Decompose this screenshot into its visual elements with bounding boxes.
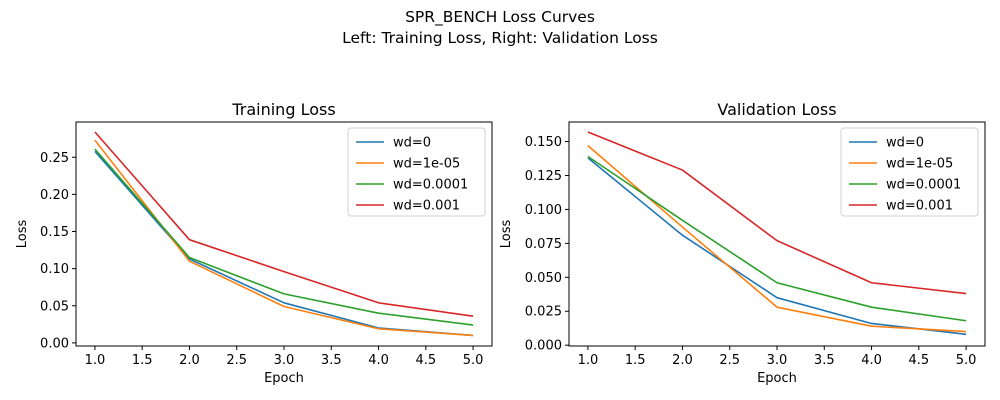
validation-legend-label-2: wd=0.0001	[886, 178, 961, 193]
validation-y-tick-label: 0.025	[525, 305, 562, 320]
training-x-tick-label: 2.0	[179, 353, 200, 368]
validation-chart-title: Validation Loss	[717, 100, 836, 119]
training-x-tick-label: 4.0	[368, 353, 389, 368]
validation-x-axis-label: Epoch	[757, 371, 797, 386]
training-x-axis-label: Epoch	[264, 371, 304, 386]
training-loss-chart: Training Loss 1.0 1.5 2.0 2.5 3.0 3.5 4.0 4.5 5.0…	[15, 100, 493, 386]
validation-loss-chart: Validation Loss 1.0 1.5 2.0 2.5 3.0 3.5 4.0 4.5 5…	[499, 100, 986, 386]
validation-legend: wd=0 wd=1e-05 wd=0.0001 wd=0.001	[840, 127, 979, 217]
suptitle-line-1: SPR_BENCH Loss Curves	[405, 8, 595, 27]
training-y-tick-label: 0.20	[40, 188, 69, 203]
validation-legend-label-0: wd=0	[886, 136, 924, 151]
validation-y-tick-label: 0.000	[525, 339, 562, 354]
validation-x-tick-label: 3.0	[767, 353, 788, 368]
validation-series-line-2	[587, 155, 967, 322]
validation-y-axis-label: Loss	[499, 220, 514, 249]
validation-y-tick-label: 0.125	[525, 169, 562, 184]
validation-x-tick-label: 4.0	[861, 353, 882, 368]
training-legend: wd=0 wd=1e-05 wd=0.0001 wd=0.001	[347, 127, 486, 217]
training-x-tick-label: 2.5	[226, 353, 247, 368]
training-legend-box	[347, 127, 486, 217]
training-x-tick-label: 3.5	[321, 353, 342, 368]
training-y-axis-label: Loss	[15, 220, 30, 249]
training-legend-label-0: wd=0	[393, 136, 431, 151]
training-legend-label-2: wd=0.0001	[393, 178, 468, 193]
validation-x-tick-label: 1.0	[578, 353, 599, 368]
training-y-tick-label: 0.10	[40, 262, 69, 277]
validation-legend-box	[840, 127, 979, 217]
validation-x-tick-label: 2.0	[672, 353, 693, 368]
training-y-tick-label: 0.05	[40, 299, 69, 314]
validation-x-tick-label: 5.0	[956, 353, 977, 368]
validation-x-tick-label: 3.5	[814, 353, 835, 368]
training-x-tick-label: 1.0	[85, 353, 106, 368]
suptitle-line-2: Left: Training Loss, Right: Validation L…	[342, 29, 658, 47]
validation-y-tick-label: 0.100	[525, 203, 562, 218]
training-legend-label-1: wd=1e-05	[393, 157, 460, 172]
training-y-tick-label: 0.15	[40, 225, 69, 240]
validation-series-line-3	[587, 131, 967, 295]
training-legend-label-3: wd=0.001	[393, 199, 460, 214]
validation-y-tick-label: 0.050	[525, 271, 562, 286]
training-x-tick-label: 4.5	[415, 353, 436, 368]
training-y-tick-label: 0.25	[40, 151, 69, 166]
validation-legend-label-3: wd=0.001	[886, 199, 953, 214]
validation-series-line-0	[587, 157, 967, 336]
validation-x-tick-label: 1.5	[625, 353, 646, 368]
validation-y-tick-label: 0.075	[525, 237, 562, 252]
validation-y-tick-label: 0.150	[525, 135, 562, 150]
validation-legend-label-1: wd=1e-05	[886, 157, 953, 172]
training-series-line-2	[94, 148, 474, 326]
training-x-tick-label: 5.0	[463, 353, 484, 368]
training-x-tick-label: 3.0	[274, 353, 295, 368]
validation-x-tick-label: 4.5	[908, 353, 929, 368]
training-x-tick-label: 1.5	[132, 353, 153, 368]
training-chart-title: Training Loss	[231, 100, 335, 119]
validation-x-tick-label: 2.5	[719, 353, 740, 368]
training-y-tick-label: 0.00	[40, 336, 69, 351]
training-series-line-3	[94, 131, 474, 317]
